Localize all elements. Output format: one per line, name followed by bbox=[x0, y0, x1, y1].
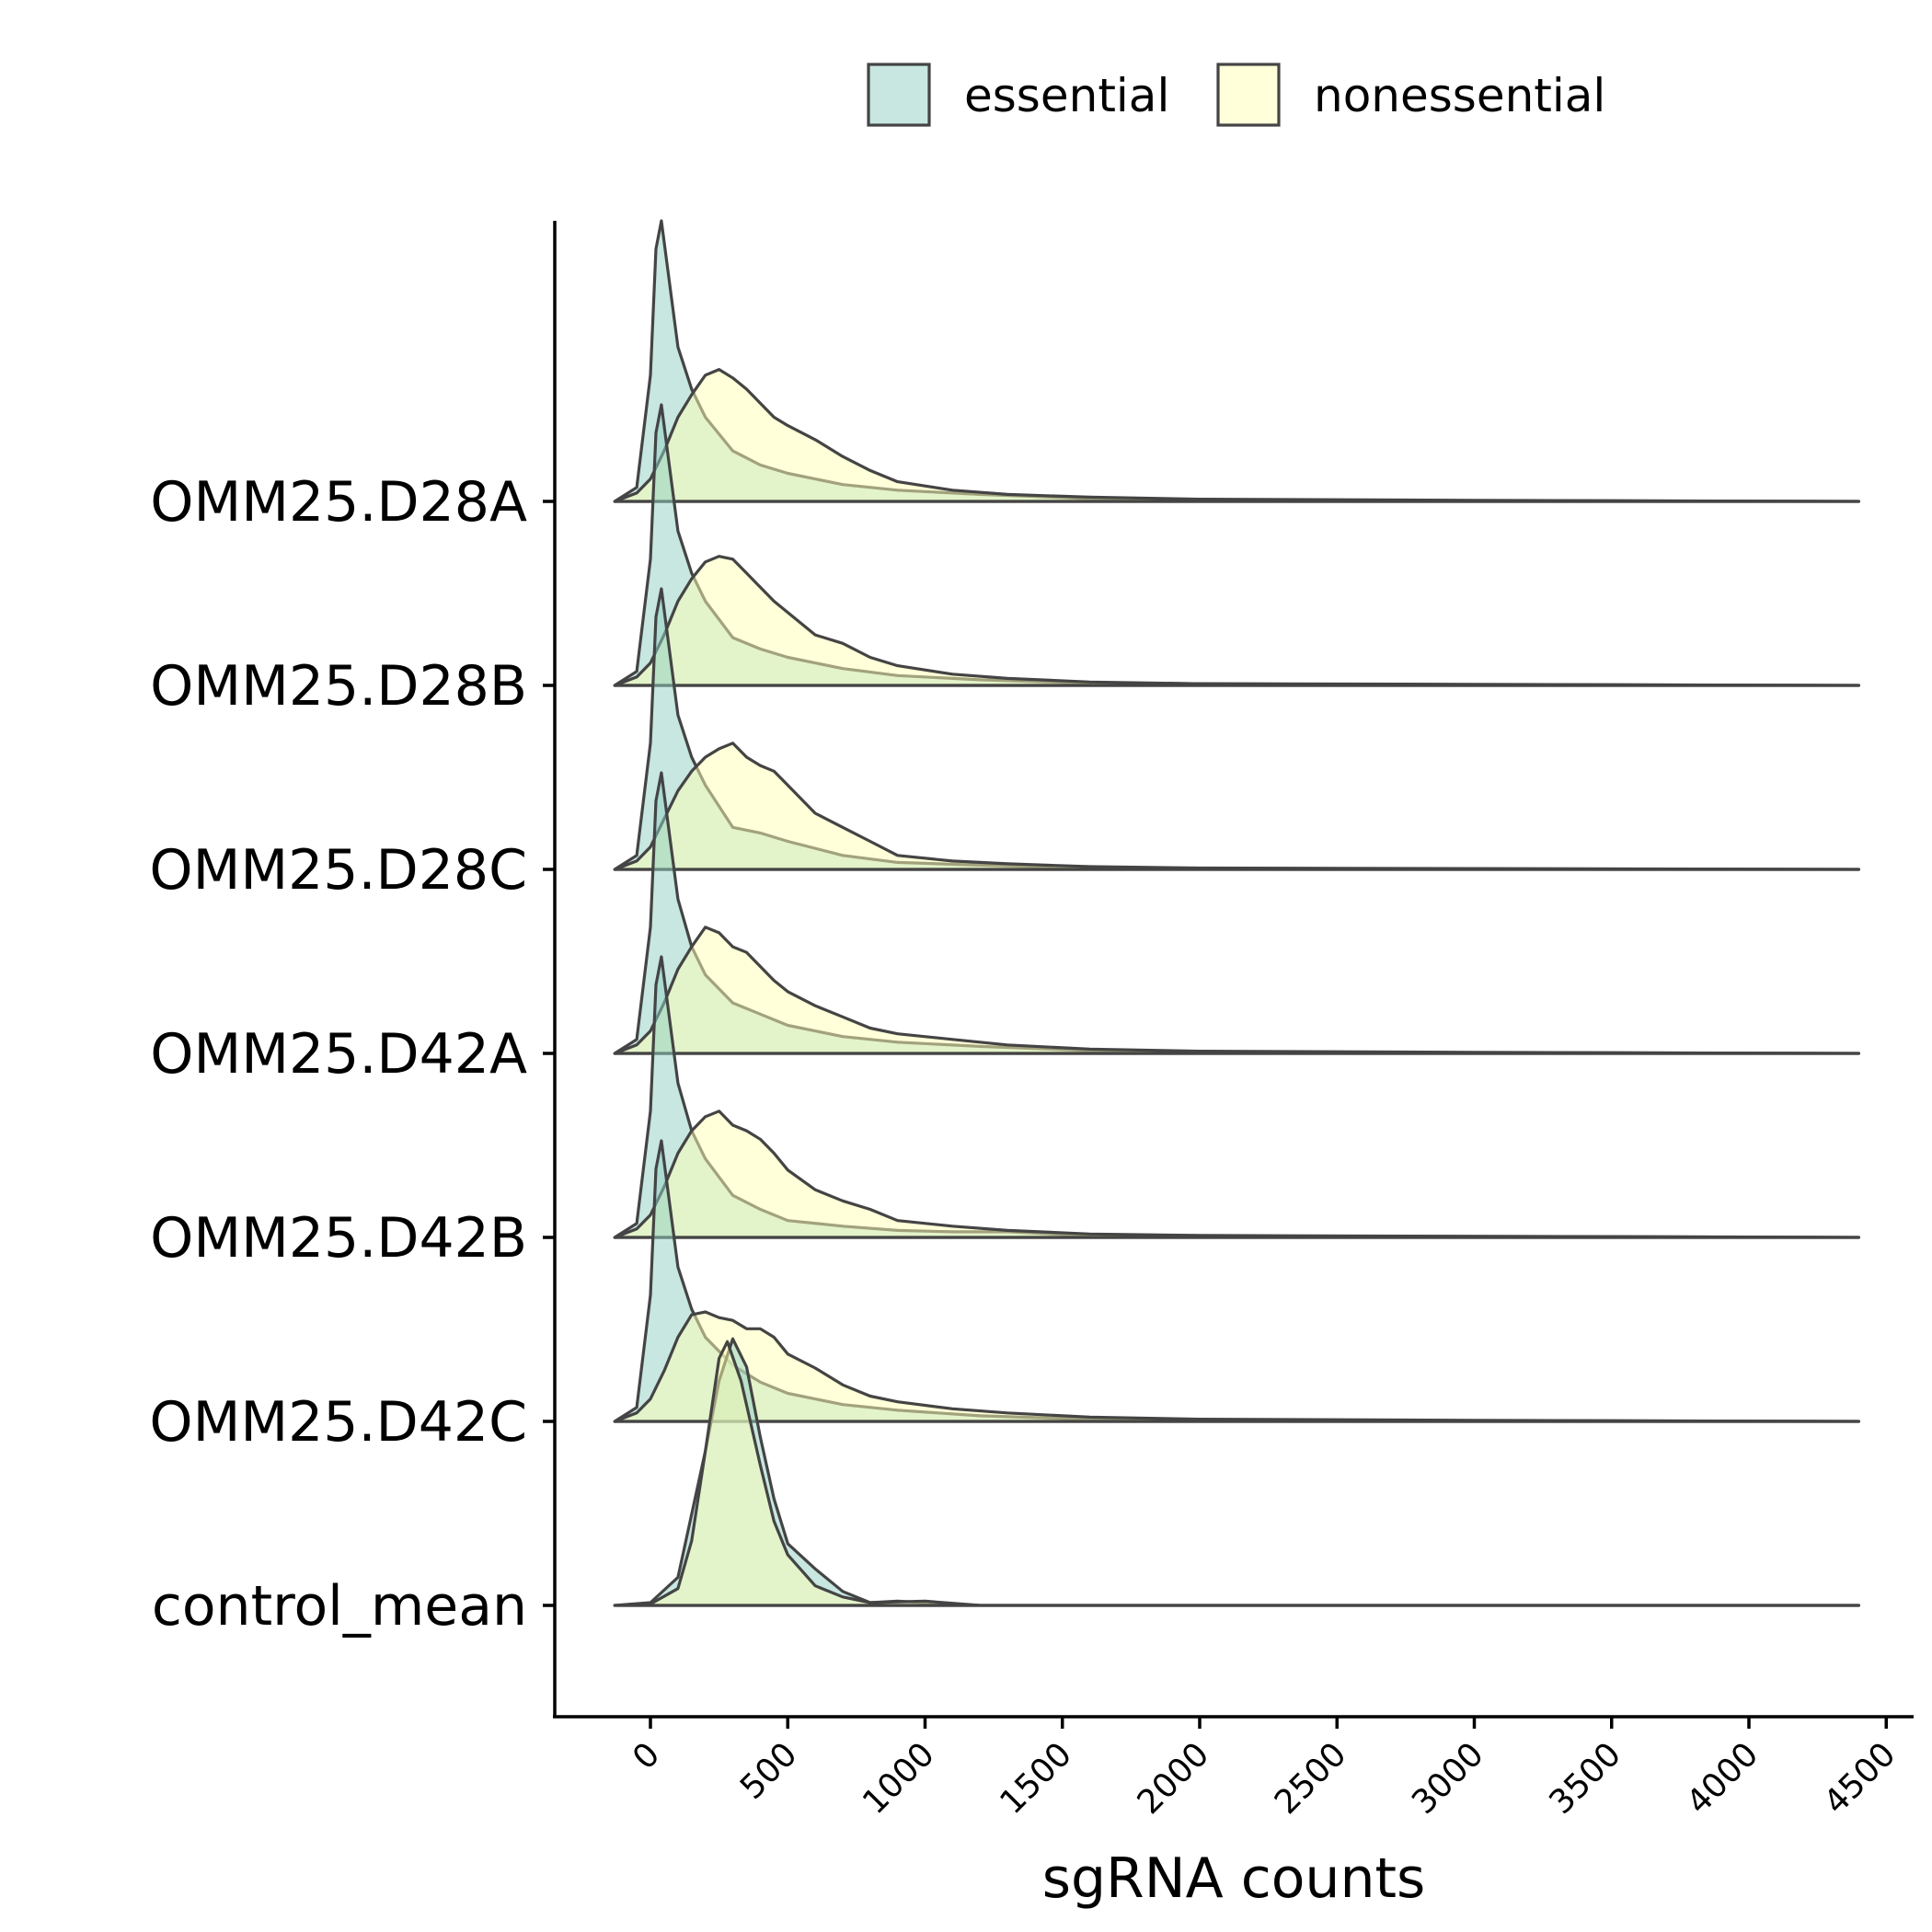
legend: essential nonessential bbox=[867, 63, 1605, 127]
x-tick-label-1000: 1000 bbox=[856, 1735, 942, 1822]
ridge-nonessential-OMM25.D42A bbox=[613, 926, 1860, 1055]
axes bbox=[553, 221, 1914, 1719]
x-tick-label-2500: 2500 bbox=[1268, 1735, 1354, 1822]
legend-key-nonessential bbox=[1216, 63, 1281, 127]
ridge-nonessential-OMM25.D42B bbox=[613, 1110, 1860, 1239]
y-axis-ticks: control_mean OMM25.D42C OMM25.D42B OMM25.D4… bbox=[149, 470, 555, 1639]
ridge-nonessential-OMM25.D42C bbox=[613, 1310, 1860, 1423]
y-tick-label-control_mean: control_mean bbox=[152, 1574, 527, 1639]
legend-label-essential: essential bbox=[964, 69, 1169, 122]
ridge-nonessential-OMM25.D28C bbox=[613, 742, 1860, 871]
x-tick-label-1500: 1500 bbox=[993, 1735, 1079, 1822]
ridge-nonessential-control_mean bbox=[613, 1340, 1860, 1607]
plot-area bbox=[613, 219, 1860, 1607]
x-tick-label-3500: 3500 bbox=[1542, 1735, 1628, 1822]
ridge-nonessential-OMM25.D28A bbox=[613, 368, 1860, 503]
y-tick-label-OMM25.D28A: OMM25.D28A bbox=[150, 470, 527, 535]
legend-label-nonessential: nonessential bbox=[1314, 69, 1605, 122]
ridge-nonessential-OMM25.D28B bbox=[613, 555, 1860, 687]
x-axis-ticks: 0 500 1000 1500 2000 2500 3000 3500 4000 4500 bbox=[626, 1717, 1903, 1822]
y-tick-label-OMM25.D42C: OMM25.D42C bbox=[149, 1390, 527, 1455]
x-tick-label-4000: 4000 bbox=[1680, 1735, 1766, 1822]
y-tick-label-OMM25.D42B: OMM25.D42B bbox=[150, 1206, 527, 1271]
y-tick-label-OMM25.D28B: OMM25.D28B bbox=[150, 654, 527, 719]
x-tick-label-3000: 3000 bbox=[1405, 1735, 1491, 1822]
x-axis-title: sgRNA counts bbox=[1042, 1846, 1426, 1911]
y-tick-label-OMM25.D28C: OMM25.D28C bbox=[149, 838, 527, 903]
x-tick-label-2000: 2000 bbox=[1131, 1735, 1217, 1822]
legend-key-essential bbox=[867, 63, 931, 127]
x-tick-label-0: 0 bbox=[626, 1735, 667, 1777]
x-tick-label-500: 500 bbox=[733, 1735, 805, 1807]
x-tick-label-4500: 4500 bbox=[1817, 1735, 1903, 1822]
y-tick-label-OMM25.D42A: OMM25.D42A bbox=[150, 1022, 527, 1087]
